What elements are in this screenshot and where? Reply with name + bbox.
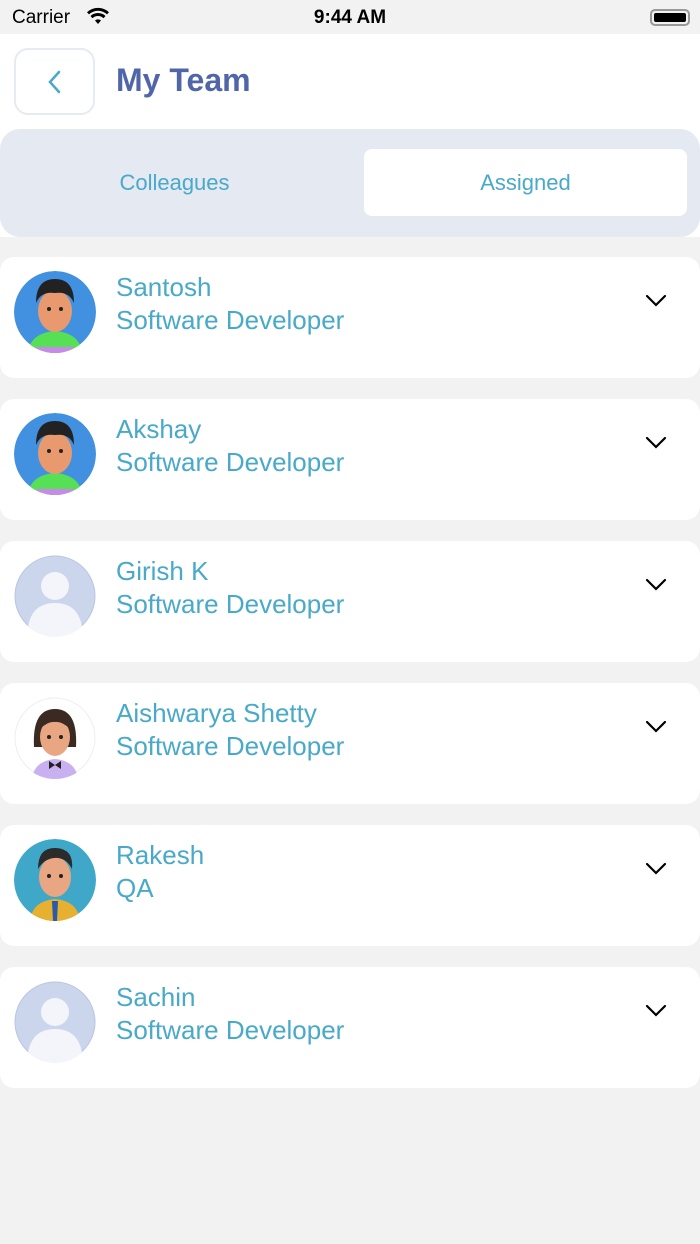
chevron-down-icon[interactable] <box>644 861 668 877</box>
header: My Team Colleagues Assigned <box>0 34 700 237</box>
member-name: Rakesh <box>116 840 205 870</box>
member-role: Software Developer <box>116 305 345 335</box>
chevron-left-icon <box>47 70 60 93</box>
avatar <box>14 271 96 353</box>
member-role: QA <box>116 873 154 903</box>
member-name: Akshay <box>116 414 202 444</box>
tab-colleagues[interactable]: Colleagues <box>119 169 230 195</box>
member-role: Software Developer <box>116 447 345 477</box>
member-role: Software Developer <box>116 1015 345 1045</box>
tab-assigned[interactable]: Assigned <box>364 149 687 216</box>
chevron-down-icon[interactable] <box>644 577 668 593</box>
member-role: Software Developer <box>116 589 345 619</box>
member-card[interactable]: Girish K Software Developer <box>0 541 700 662</box>
clock: 9:44 AM <box>313 7 387 28</box>
status-bar: Carrier 9:44 AM <box>0 0 700 34</box>
battery-icon <box>650 9 690 26</box>
wifi-icon <box>87 7 109 24</box>
member-card[interactable]: Akshay Software Developer <box>0 399 700 520</box>
member-name: Aishwarya Shetty <box>116 698 317 728</box>
chevron-down-icon[interactable] <box>644 435 668 451</box>
chevron-down-icon[interactable] <box>644 293 668 309</box>
member-card[interactable]: Sachin Software Developer <box>0 967 700 1088</box>
member-name: Girish K <box>116 556 209 586</box>
avatar <box>14 413 96 495</box>
member-card[interactable]: Rakesh QA <box>0 825 700 946</box>
chevron-down-icon[interactable] <box>644 719 668 735</box>
avatar <box>14 981 96 1063</box>
member-name: Santosh <box>116 272 212 302</box>
carrier-label: Carrier <box>12 7 71 28</box>
member-list: Santosh Software Developer Akshay Software … <box>0 257 700 1109</box>
chevron-down-icon[interactable] <box>644 1003 668 1019</box>
page-title: My Team <box>116 62 251 98</box>
member-card[interactable]: Santosh Software Developer <box>0 257 700 378</box>
member-card[interactable]: Aishwarya Shetty Software Developer <box>0 683 700 804</box>
segmented-control: Colleagues Assigned <box>0 129 700 237</box>
avatar <box>14 839 96 921</box>
avatar <box>14 555 96 637</box>
back-button[interactable] <box>14 48 95 115</box>
avatar <box>14 697 96 779</box>
member-name: Sachin <box>116 982 196 1012</box>
member-role: Software Developer <box>116 731 345 761</box>
